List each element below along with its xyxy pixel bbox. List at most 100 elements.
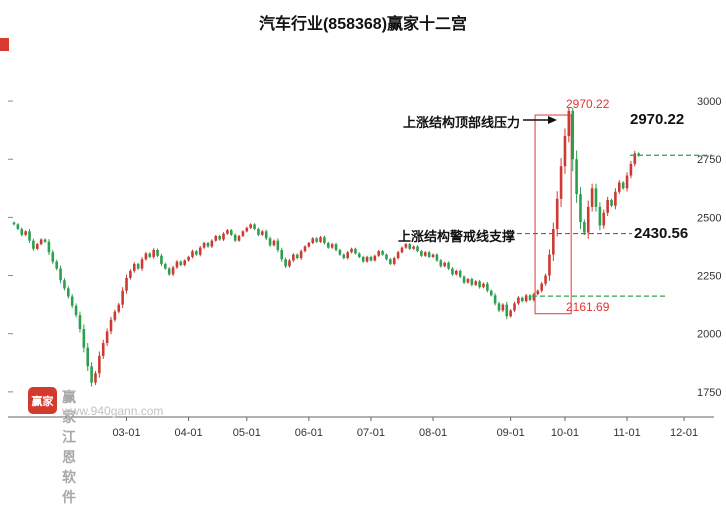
support-annotation: 上涨结构警戒线支撑: [397, 229, 515, 244]
x-tick-label: 09-01: [497, 427, 525, 439]
x-tick-label: 11-01: [613, 427, 640, 439]
candle-body: [427, 252, 431, 257]
candle-body: [109, 319, 113, 332]
candle-body: [520, 297, 524, 302]
candle-body: [32, 240, 35, 249]
candle-body: [47, 241, 51, 253]
y-tick-label: 2500: [697, 212, 721, 224]
candle-body: [39, 239, 43, 245]
candle-body: [470, 279, 474, 285]
candle-body: [408, 244, 412, 249]
candle-body: [365, 256, 369, 262]
candle-body: [637, 153, 640, 156]
candle-body: [175, 261, 179, 268]
candle-body: [606, 199, 609, 213]
candle-body: [195, 251, 198, 255]
candle-body: [443, 262, 446, 267]
candle-body: [311, 238, 315, 243]
resistance-annotation: 上涨结构顶部线压力: [402, 115, 520, 130]
candle-body: [509, 310, 512, 317]
candle-body: [24, 231, 27, 235]
candle-body: [113, 311, 117, 320]
candle-body: [132, 263, 136, 271]
candle-body: [63, 280, 66, 289]
candle-body: [447, 262, 450, 269]
candle-body: [86, 347, 90, 367]
candle-body: [245, 227, 249, 232]
candle-body: [482, 283, 485, 288]
candle-body: [315, 238, 318, 242]
candle-body: [586, 206, 590, 233]
candle-body: [129, 270, 132, 278]
candle-body: [144, 253, 148, 260]
candle-body: [117, 304, 121, 312]
candle-body: [590, 188, 594, 207]
candle-body: [183, 260, 187, 266]
candle-body: [55, 261, 58, 269]
y-tick-label: 2750: [697, 154, 721, 166]
candle-body: [625, 175, 629, 189]
candle-body: [218, 236, 221, 240]
candle-body: [268, 238, 272, 246]
candle-body: [90, 366, 93, 383]
peak-price-label: 2970.22: [566, 97, 610, 111]
candle-body: [249, 224, 252, 228]
candle-body: [455, 270, 458, 275]
candle-body: [610, 199, 613, 206]
candle-body: [614, 191, 617, 206]
candle-body: [474, 281, 478, 285]
corner-tab-decoration: [0, 38, 9, 51]
candle-body: [171, 267, 175, 275]
candle-body: [226, 230, 229, 234]
candle-body: [152, 249, 155, 257]
candle-body: [435, 254, 439, 261]
candle-body: [361, 256, 365, 262]
x-tick-label: 04-01: [175, 427, 203, 439]
candle-body: [458, 270, 462, 277]
candle-body: [505, 304, 509, 317]
candle-body: [563, 135, 567, 167]
support-price-label: 2161.69: [566, 300, 610, 314]
candle-body: [299, 251, 303, 259]
y-tick-label: 1750: [697, 387, 721, 399]
resistance-arrowhead: [548, 116, 557, 124]
candle-body: [206, 242, 210, 247]
candle-body: [51, 252, 55, 262]
candle-body: [548, 254, 551, 276]
candle-body: [198, 247, 202, 255]
candle-body: [295, 254, 299, 259]
breakout-highlight-box: [534, 114, 572, 315]
candle-body: [229, 230, 233, 235]
candle-body: [280, 249, 284, 260]
candle-body: [210, 240, 214, 247]
candle-body: [404, 244, 408, 248]
candle-body: [101, 343, 105, 356]
candle-body: [284, 259, 287, 267]
candle-body: [59, 268, 62, 281]
candle-body: [43, 239, 47, 242]
candle-body: [330, 244, 334, 248]
candle-body: [342, 254, 346, 259]
y-tick-label: 3000: [697, 96, 721, 108]
candle-body: [540, 283, 543, 291]
candle-body: [125, 277, 128, 291]
y-tick-label: 2000: [697, 329, 721, 341]
brand-logo: 赢家: [28, 387, 57, 414]
candle-body: [466, 279, 470, 283]
candle-body: [94, 373, 97, 383]
candle-body: [431, 254, 435, 257]
candle-body: [334, 244, 338, 250]
candle-body: [377, 251, 381, 256]
candle-body: [140, 259, 144, 269]
x-tick-label: 08-01: [419, 427, 447, 439]
candle-body: [121, 290, 124, 305]
candle-body: [567, 110, 571, 136]
candle-body: [82, 329, 86, 348]
candle-body: [67, 288, 70, 297]
candle-body: [326, 242, 330, 248]
candle-body: [497, 303, 501, 311]
candle-body: [276, 240, 280, 250]
x-tick-label: 07-01: [357, 427, 385, 439]
candle-body: [136, 263, 140, 269]
candle-body: [462, 276, 466, 283]
